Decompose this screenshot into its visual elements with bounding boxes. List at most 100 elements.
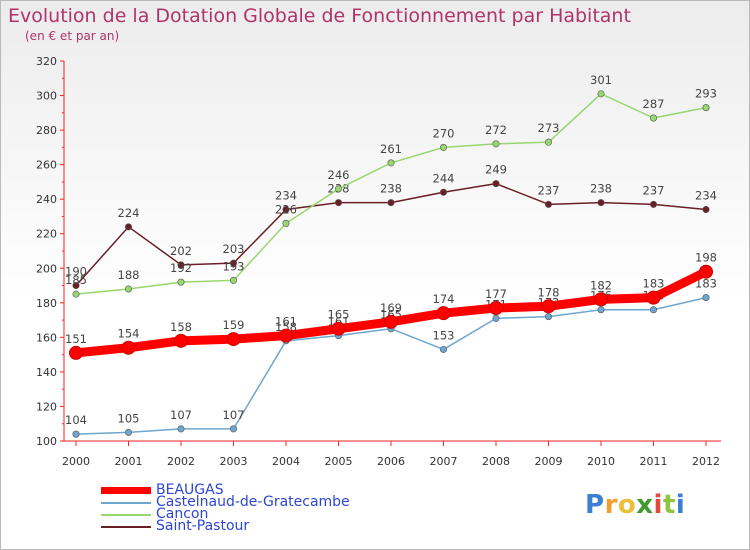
logo-letter: i	[675, 490, 686, 520]
data-point	[230, 276, 238, 284]
data-point	[699, 264, 713, 279]
data-point	[72, 290, 80, 298]
data-point	[282, 206, 290, 214]
y-tick-label: 200	[36, 262, 57, 275]
data-label: 244	[433, 171, 455, 185]
data-point	[334, 185, 342, 193]
data-label: 293	[695, 87, 717, 101]
data-label: 190	[65, 265, 87, 279]
x-tick-label: 2003	[220, 455, 248, 468]
data-label: 287	[643, 97, 665, 111]
data-label: 238	[380, 182, 402, 196]
data-label: 185	[65, 273, 87, 287]
data-label: 226	[275, 202, 297, 216]
data-point	[387, 159, 395, 167]
data-label: 270	[433, 126, 455, 140]
data-label: 177	[485, 287, 507, 301]
data-label: 203	[223, 242, 245, 256]
y-tick-label: 100	[36, 435, 57, 448]
x-tick-label: 2007	[430, 455, 458, 468]
data-label: 183	[695, 277, 717, 291]
legend-swatch-castelnaud	[101, 502, 151, 504]
data-label: 188	[118, 268, 140, 282]
x-tick-label: 2011	[640, 455, 668, 468]
data-point	[646, 290, 661, 305]
data-point	[439, 188, 447, 196]
data-point	[439, 143, 447, 151]
data-point	[597, 90, 605, 98]
data-point	[489, 301, 503, 315]
logo-letter: o	[617, 490, 637, 520]
data-label: 224	[118, 206, 140, 220]
data-point	[702, 104, 710, 112]
data-point	[125, 223, 133, 231]
data-label: 182	[590, 278, 612, 292]
x-tick-label: 2006	[377, 455, 405, 468]
x-tick-label: 2010	[587, 455, 615, 468]
legend-label: Cancon	[156, 506, 209, 522]
x-tick-label: 2002	[167, 455, 195, 468]
data-point	[279, 328, 293, 343]
y-tick-label: 140	[36, 366, 57, 379]
data-label: 249	[485, 163, 507, 177]
legend-label: Castelnaud-de-Gratecambe	[156, 494, 350, 510]
x-tick-label: 2009	[535, 455, 563, 468]
data-point	[544, 138, 552, 146]
data-label: 246	[328, 168, 350, 182]
data-point	[597, 306, 605, 314]
data-point	[121, 340, 136, 355]
legend-swatch-saint-pastour	[101, 526, 151, 528]
data-point	[649, 306, 657, 314]
chart-title: Evolution de la Dotation Globale de Fonc…	[8, 5, 631, 27]
data-label: 158	[170, 320, 192, 334]
data-point	[72, 282, 80, 290]
data-label: 169	[380, 301, 402, 315]
y-tick-label: 280	[36, 124, 57, 137]
data-label: 192	[170, 261, 192, 275]
data-label: 161	[275, 315, 297, 329]
data-label: 159	[223, 318, 245, 332]
data-label: 107	[223, 408, 245, 422]
data-point	[436, 306, 451, 321]
data-label: 178	[538, 285, 560, 299]
data-label: 272	[485, 123, 507, 137]
legend-swatch-cancon	[101, 514, 151, 516]
y-tick-label: 120	[36, 400, 57, 413]
data-point	[387, 199, 395, 207]
x-tick-label: 2012	[692, 455, 720, 468]
logo-letter: t	[662, 490, 676, 520]
data-label: 238	[590, 182, 612, 196]
data-label: 165	[328, 308, 350, 322]
data-label: 234	[695, 189, 717, 203]
logo-letter: P	[585, 490, 605, 520]
logo-letter: r	[604, 490, 618, 520]
y-tick-label: 180	[36, 297, 57, 310]
data-point	[177, 261, 185, 269]
data-label: 151	[65, 332, 87, 346]
data-point	[69, 345, 83, 360]
proxiti-logo: Proxiti	[585, 490, 685, 520]
data-point	[702, 294, 710, 302]
data-label: 158	[275, 320, 297, 334]
y-tick-label: 320	[36, 55, 57, 68]
data-point	[544, 200, 552, 208]
data-point	[334, 199, 342, 207]
data-label: 261	[380, 142, 402, 156]
data-point	[544, 313, 552, 321]
data-point	[72, 430, 80, 438]
data-point	[230, 425, 238, 433]
y-tick-label: 160	[36, 331, 57, 344]
data-point	[702, 206, 710, 214]
data-point	[649, 114, 657, 122]
x-tick-label: 2000	[62, 455, 90, 468]
data-point	[230, 259, 238, 267]
legend-swatch-beaugas	[101, 487, 151, 494]
data-point	[597, 199, 605, 207]
data-label: 198	[695, 251, 717, 265]
data-label: 174	[433, 292, 455, 306]
y-tick-label: 300	[36, 90, 57, 103]
data-point	[594, 292, 608, 307]
y-tick-label: 220	[36, 228, 57, 241]
logo-letter: i	[653, 490, 663, 520]
